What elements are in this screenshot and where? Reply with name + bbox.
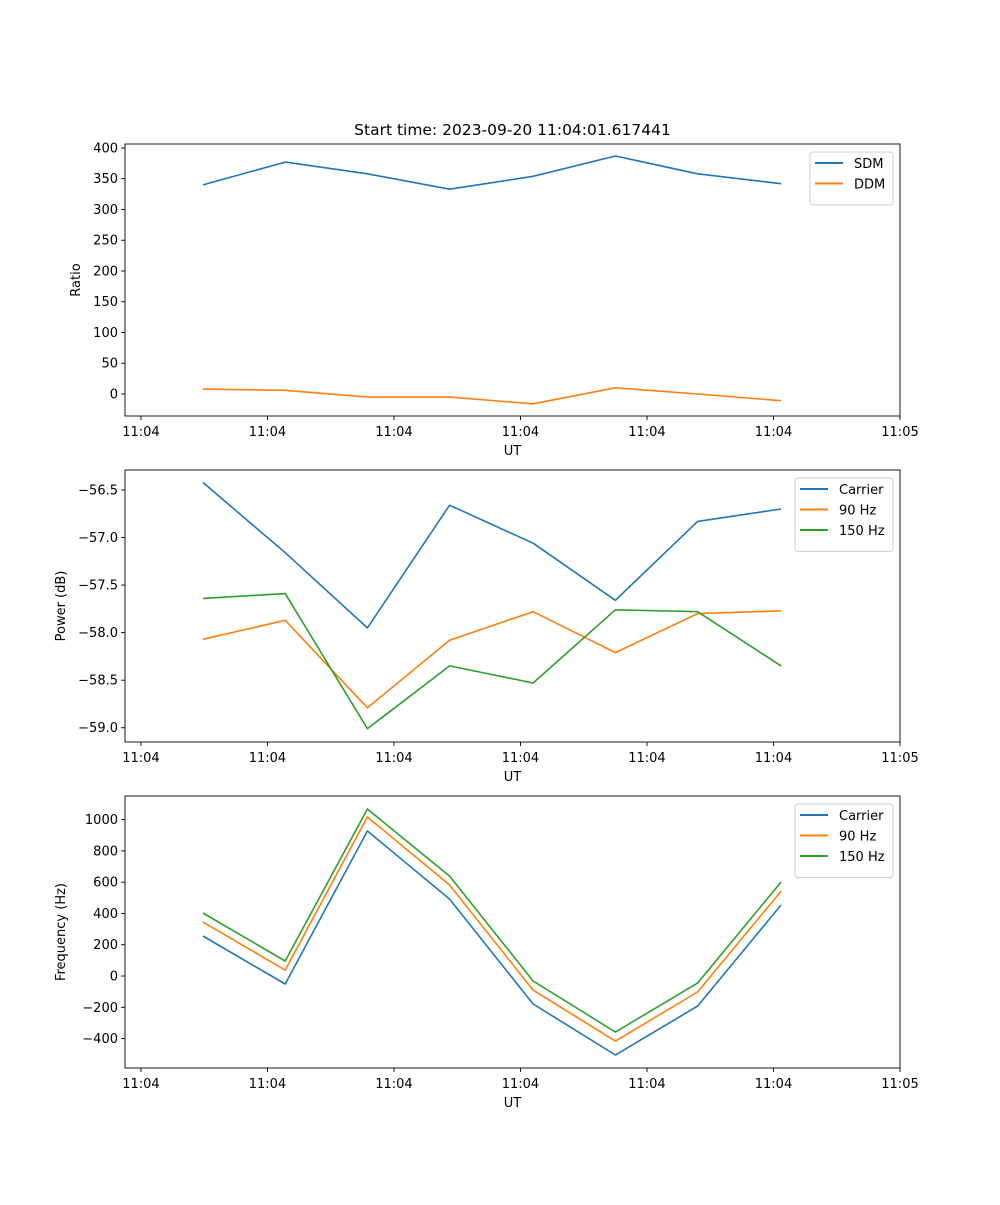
legend-label: SDM (854, 157, 883, 172)
subplot-1: Start time: 2023-09-20 11:04:01.617441 11… (69, 121, 919, 459)
y-tick-label: 250 (93, 234, 118, 249)
y-tick-label: −58.0 (78, 626, 118, 641)
axes-frame (124, 143, 901, 417)
series-line-90-hz (202, 816, 782, 1042)
y-tick-label: 200 (93, 938, 118, 953)
series-line-sdm (202, 155, 782, 190)
x-tick-label: 11:04 (122, 1077, 159, 1092)
legend-label: Carrier (839, 483, 884, 498)
y-tick-label: 600 (93, 876, 118, 891)
x-tick-label: 11:04 (122, 751, 159, 766)
y-tick-label: 350 (93, 172, 118, 187)
legend: SDM DDM (809, 151, 894, 206)
legend-label: 150 Hz (839, 524, 885, 539)
chart-title: Start time: 2023-09-20 11:04:01.617441 (354, 121, 671, 139)
x-tick-label: 11:04 (628, 425, 665, 440)
series-line-90-hz (202, 610, 782, 709)
axes-frame (124, 469, 901, 743)
y-tick-label: 100 (93, 326, 118, 341)
legend-label: 90 Hz (839, 830, 876, 845)
y-tick-label: 400 (93, 141, 118, 156)
y-tick-label: −58.5 (78, 674, 118, 689)
legend: Carrier 90 Hz 150 Hz (794, 477, 894, 552)
x-tick-label: 11:04 (249, 425, 286, 440)
y-tick-label: 150 (93, 295, 118, 310)
x-axis-label: UT (504, 1096, 522, 1111)
series-line-150-hz (202, 808, 782, 1033)
series-line-ddm (202, 386, 782, 405)
y-tick-label: 50 (101, 357, 118, 372)
x-tick-label: 11:04 (375, 751, 412, 766)
series-line-carrier (202, 830, 782, 1056)
x-tick-label: 11:04 (628, 1077, 665, 1092)
legend-box (794, 477, 894, 552)
x-tick-label: 11:04 (628, 751, 665, 766)
subplot-3: 11:04 11:04 11:04 11:04 11:04 11:04 11:05 −400 −… (54, 795, 919, 1111)
x-tick-label: 11:04 (755, 751, 792, 766)
x-tick-label: 11:05 (881, 425, 918, 440)
x-tick-label: 11:04 (122, 425, 159, 440)
y-tick-label: 0 (110, 387, 118, 402)
x-tick-label: 11:04 (249, 1077, 286, 1092)
legend-label: Carrier (839, 809, 884, 824)
axes-frame (124, 795, 901, 1069)
y-tick-label: −56.5 (78, 483, 118, 498)
y-tick-label: 0 (110, 970, 118, 985)
legend: Carrier 90 Hz 150 Hz (794, 803, 894, 878)
y-axis-label: Ratio (69, 263, 84, 296)
legend-label: 150 Hz (839, 850, 885, 865)
x-tick-label: 11:04 (755, 425, 792, 440)
y-tick-label: −400 (82, 1032, 118, 1047)
series-line-150-hz (202, 592, 782, 730)
legend-label: 90 Hz (839, 504, 876, 519)
legend-box (794, 803, 894, 878)
x-axis-label: UT (504, 444, 522, 459)
y-tick-label: 400 (93, 907, 118, 922)
y-tick-label: 300 (93, 203, 118, 218)
y-tick-label: 200 (93, 264, 118, 279)
y-tick-label: 800 (93, 844, 118, 859)
series-line-carrier (202, 481, 782, 629)
legend-box (809, 151, 894, 206)
legend-label: DDM (854, 178, 885, 193)
x-axis-label: UT (504, 770, 522, 785)
x-tick-label: 11:04 (755, 1077, 792, 1092)
y-tick-label: 1000 (85, 813, 118, 828)
y-tick-label: −57.0 (78, 531, 118, 546)
x-tick-label: 11:04 (502, 425, 539, 440)
subplot-2: 11:04 11:04 11:04 11:04 11:04 11:04 11:05 −59.0… (54, 469, 919, 785)
y-tick-label: −57.5 (78, 579, 118, 594)
y-axis-label: Power (dB) (54, 571, 69, 642)
y-tick-label: −200 (82, 1001, 118, 1016)
x-tick-label: 11:04 (502, 751, 539, 766)
x-tick-label: 11:04 (375, 1077, 412, 1092)
x-tick-label: 11:04 (249, 751, 286, 766)
y-axis-label: Frequency (Hz) (54, 883, 69, 981)
x-tick-label: 11:04 (375, 425, 412, 440)
y-tick-label: −59.0 (78, 721, 118, 736)
x-tick-label: 11:04 (502, 1077, 539, 1092)
x-tick-label: 11:05 (881, 751, 918, 766)
x-tick-label: 11:05 (881, 1077, 918, 1092)
